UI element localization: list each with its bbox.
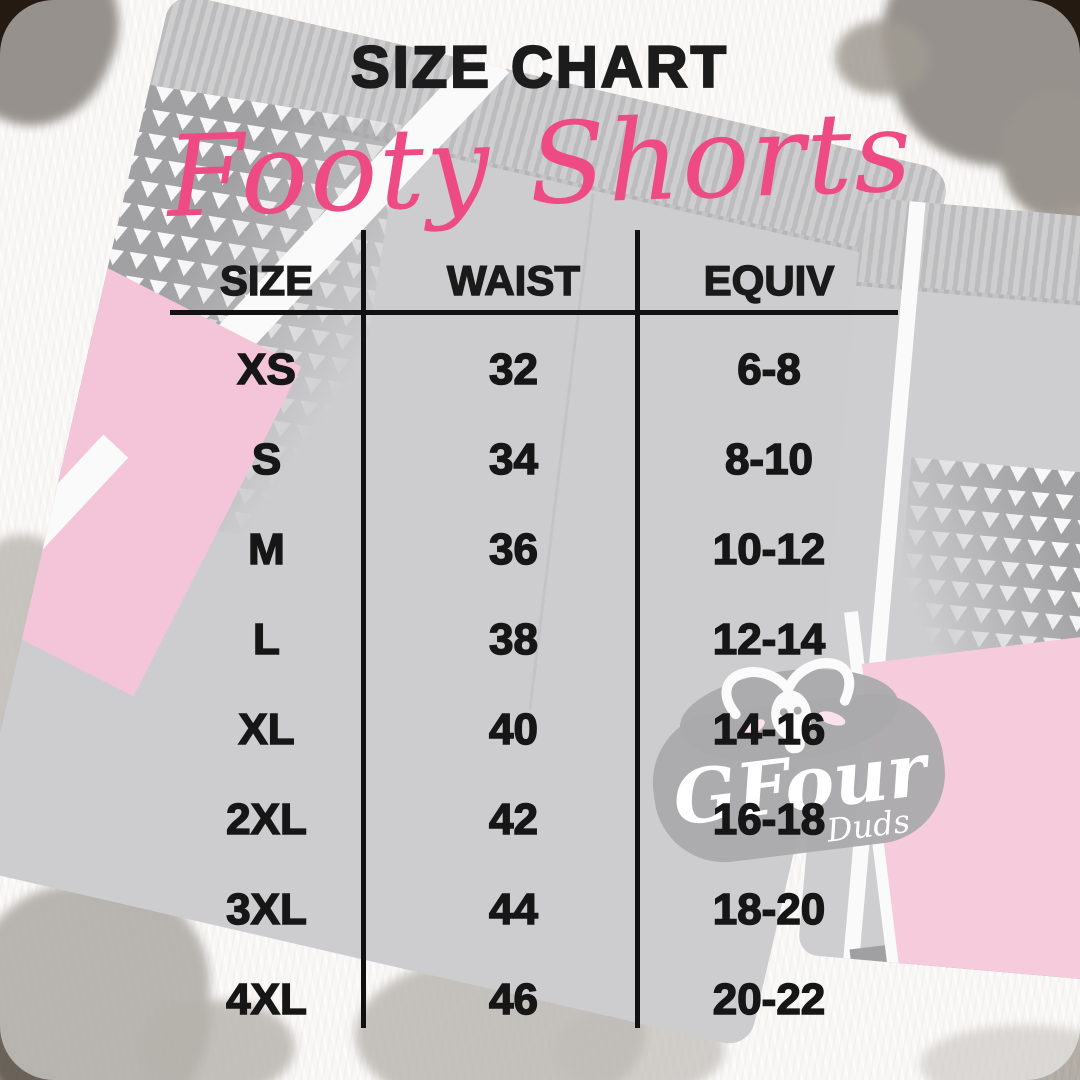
- cell-waist: 36: [488, 524, 538, 575]
- table-divider-left: [361, 230, 366, 1028]
- table-header-row: SIZE WAIST EQUIV: [170, 252, 898, 310]
- table-header-rule: [170, 310, 898, 315]
- table-row: L 38 12-14: [170, 595, 898, 685]
- cell-waist: 40: [488, 704, 538, 755]
- cell-waist: 38: [488, 614, 538, 665]
- table-divider-right: [635, 230, 640, 1028]
- table-row: XS 32 6-8: [170, 325, 898, 415]
- cell-waist: 34: [488, 434, 538, 485]
- cell-equiv: 12-14: [712, 614, 826, 665]
- page-title: SIZE CHART: [350, 34, 729, 101]
- cell-size: 2XL: [225, 794, 307, 845]
- cell-equiv: 8-10: [724, 434, 814, 485]
- table-rows: XS 32 6-8 S 34 8-10 M 36 10-12 L 38 12-14 XL 40 14-16 2…: [170, 325, 898, 1045]
- cell-size: XL: [238, 704, 296, 755]
- cell-waist: 42: [488, 794, 538, 845]
- cell-size: 3XL: [225, 884, 307, 935]
- cell-size: L: [252, 614, 280, 665]
- cell-size: M: [247, 524, 285, 575]
- table-row: 4XL 46 20-22: [170, 955, 898, 1045]
- cell-waist: 46: [488, 974, 538, 1025]
- table-row: S 34 8-10: [170, 415, 898, 505]
- cell-size: 4XL: [225, 974, 307, 1025]
- cell-equiv: 14-16: [712, 704, 826, 755]
- cell-equiv: 6-8: [736, 344, 801, 395]
- cell-equiv: 16-18: [712, 794, 826, 845]
- cell-size: XS: [236, 344, 296, 395]
- cell-equiv: 18-20: [712, 884, 826, 935]
- cell-equiv: 10-12: [712, 524, 826, 575]
- cell-waist: 44: [488, 884, 538, 935]
- column-header-size: SIZE: [219, 256, 314, 304]
- table-row: M 36 10-12: [170, 505, 898, 595]
- table-row: 3XL 44 18-20: [170, 865, 898, 955]
- cell-waist: 32: [488, 344, 538, 395]
- table-row: 2XL 42 16-18: [170, 775, 898, 865]
- cell-size: S: [251, 434, 282, 485]
- table-row: XL 40 14-16: [170, 685, 898, 775]
- cell-equiv: 20-22: [712, 974, 826, 1025]
- column-header-waist: WAIST: [446, 256, 580, 304]
- column-header-equiv: EQUIV: [703, 256, 835, 304]
